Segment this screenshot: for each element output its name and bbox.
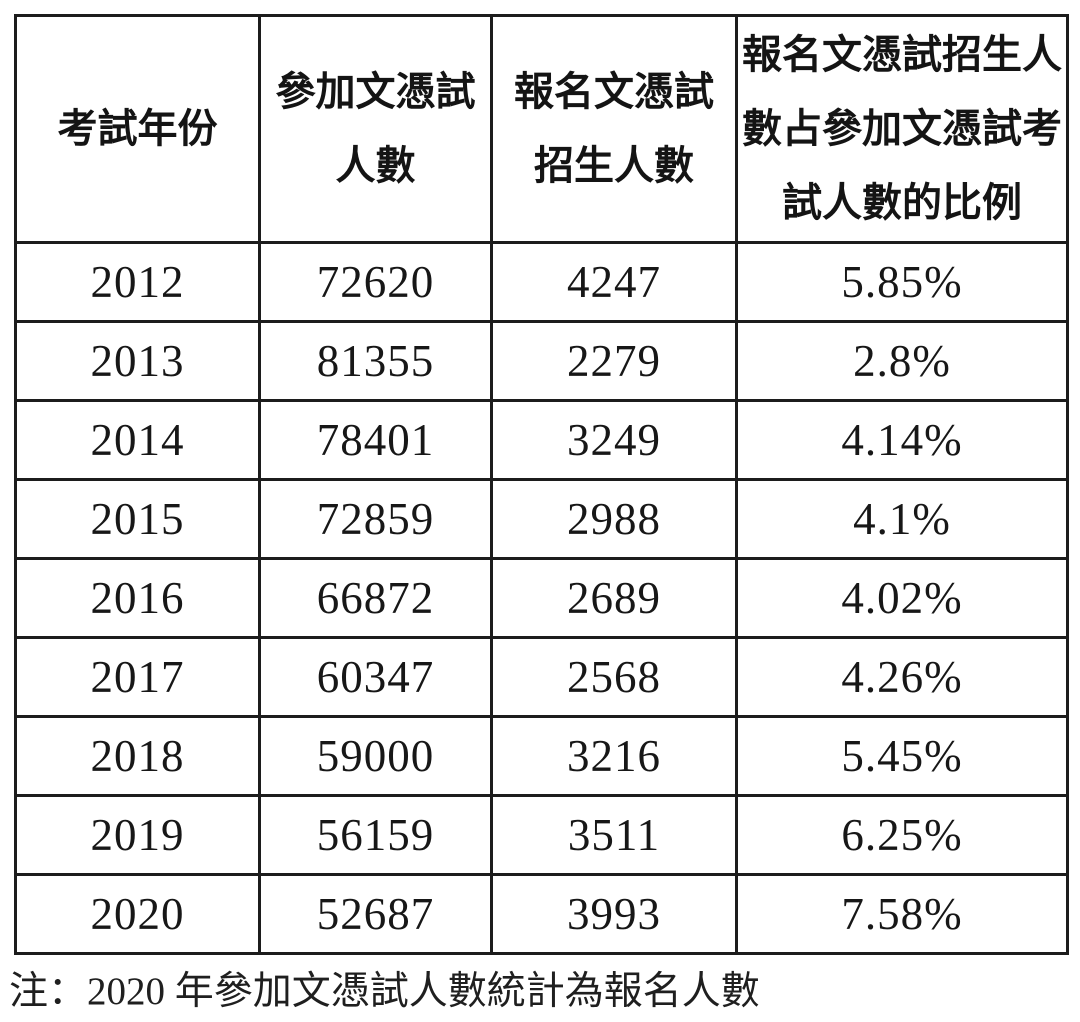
column-header-0: 考試年份 xyxy=(14,14,261,244)
table-row: 2016 66872 2689 4.02% xyxy=(14,557,1069,639)
column-header-line: 報名文憑試招生人 xyxy=(742,32,1062,77)
table-row: 2018 59000 3216 5.45% xyxy=(14,715,1069,797)
cell-ratio: 5.85% xyxy=(735,241,1069,323)
cell-candidates: 66872 xyxy=(258,557,493,639)
cell-candidates: 81355 xyxy=(258,320,493,402)
cell-year: 2020 xyxy=(14,873,261,955)
cell-year: 2016 xyxy=(14,557,261,639)
cell-candidates: 52687 xyxy=(258,873,493,955)
exam-statistics-table: 考試年份 參加文憑試 人數 報名文憑試 招生人數 報名文憑試招生人 數占參加文憑試考 試人數的… xyxy=(14,14,1069,955)
cell-applicants: 2568 xyxy=(490,636,738,718)
column-header-line: 考試年份 xyxy=(57,106,218,151)
cell-ratio: 4.26% xyxy=(735,636,1069,718)
cell-candidates: 78401 xyxy=(258,399,493,481)
column-header-2: 報名文憑試 招生人數 xyxy=(490,14,738,244)
cell-year: 2013 xyxy=(14,320,261,402)
cell-ratio: 4.02% xyxy=(735,557,1069,639)
cell-applicants: 4247 xyxy=(490,241,738,323)
cell-candidates: 60347 xyxy=(258,636,493,718)
table-row: 2017 60347 2568 4.26% xyxy=(14,636,1069,718)
column-header-1: 參加文憑試 人數 xyxy=(258,14,493,244)
cell-ratio: 7.58% xyxy=(735,873,1069,955)
table-footnote: 注：2020 年參加文憑試人數統計為報名人數 xyxy=(9,970,760,1013)
column-header-3: 報名文憑試招生人 數占參加文憑試考 試人數的比例 xyxy=(735,14,1069,244)
cell-year: 2018 xyxy=(14,715,261,797)
cell-year: 2014 xyxy=(14,399,261,481)
column-header-line: 報名文憑試 xyxy=(514,69,714,114)
cell-candidates: 59000 xyxy=(258,715,493,797)
cell-applicants: 2988 xyxy=(490,478,738,560)
table-row: 2013 81355 2279 2.8% xyxy=(14,320,1069,402)
column-header-line: 數占參加文憑試考 xyxy=(742,106,1062,151)
cell-ratio: 2.8% xyxy=(735,320,1069,402)
cell-ratio: 4.1% xyxy=(735,478,1069,560)
column-header-line: 試人數的比例 xyxy=(782,180,1022,225)
table-row: 2020 52687 3993 7.58% xyxy=(14,873,1069,955)
cell-year: 2019 xyxy=(14,794,261,876)
table-row: 2019 56159 3511 6.25% xyxy=(14,794,1069,876)
cell-applicants: 3511 xyxy=(490,794,738,876)
cell-candidates: 72859 xyxy=(258,478,493,560)
cell-applicants: 2689 xyxy=(490,557,738,639)
table-row: 2014 78401 3249 4.14% xyxy=(14,399,1069,481)
column-header-line: 人數 xyxy=(335,143,416,188)
table-row: 2015 72859 2988 4.1% xyxy=(14,478,1069,560)
cell-applicants: 2279 xyxy=(490,320,738,402)
cell-applicants: 3216 xyxy=(490,715,738,797)
cell-ratio: 4.14% xyxy=(735,399,1069,481)
cell-candidates: 72620 xyxy=(258,241,493,323)
column-header-line: 招生人數 xyxy=(534,143,694,188)
cell-year: 2012 xyxy=(14,241,261,323)
table-header-row: 考試年份 參加文憑試 人數 報名文憑試 招生人數 報名文憑試招生人 數占參加文憑試考 試人數的… xyxy=(14,14,1069,244)
cell-candidates: 56159 xyxy=(258,794,493,876)
cell-ratio: 6.25% xyxy=(735,794,1069,876)
cell-year: 2015 xyxy=(14,478,261,560)
cell-ratio: 5.45% xyxy=(735,715,1069,797)
cell-year: 2017 xyxy=(14,636,261,718)
cell-applicants: 3993 xyxy=(490,873,738,955)
table-row: 2012 72620 4247 5.85% xyxy=(14,241,1069,323)
cell-applicants: 3249 xyxy=(490,399,738,481)
column-header-line: 參加文憑試 xyxy=(275,69,476,114)
